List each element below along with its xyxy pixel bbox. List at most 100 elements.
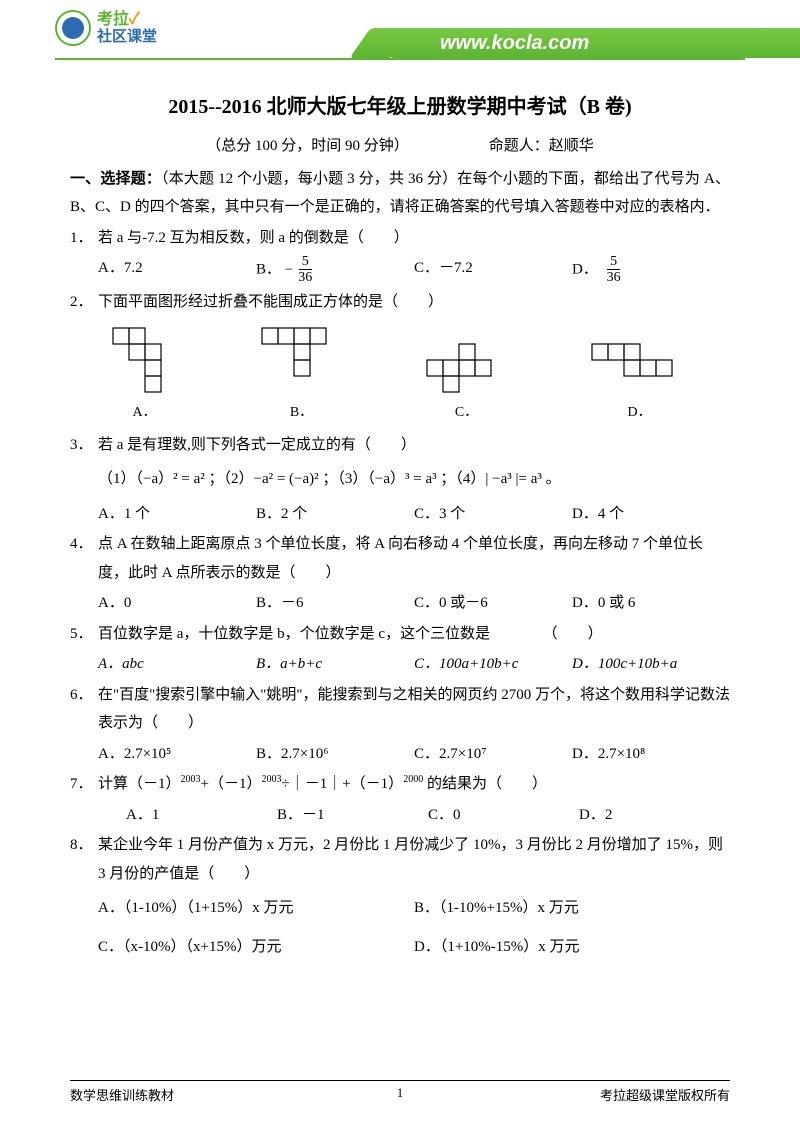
question-5: 5． 百位数字是 a，十位数字是 b，个位数字是 c，这个三位数是 （ ） A．… (70, 620, 730, 679)
section-1-heading: 一、选择题：（本大题 12 个小题，每小题 3 分，共 36 分）在每个小题的下… (70, 165, 730, 222)
q7-text: 计算（－1）2003+（－1）2003÷｜－1｜+（－1）2000 的结果为（ … (98, 770, 730, 799)
question-8: 8． 某企业今年 1 月份产值为 x 万元，2 月份比 1 月份减少了 10%，… (70, 831, 730, 961)
page-header: 考拉✓ 社区课堂 www.kocla.com (0, 0, 800, 70)
q7-exp2: 2003 (261, 774, 281, 785)
q1-choices: A．7.2 B． −536 C．－7.2 D． 536 (98, 254, 730, 286)
q8-choices-row2: C．（x-10%）（x+15%）万元 D．（1+10%-15%）x 万元 (98, 933, 730, 962)
q5-choices: A．abc B．a+b+c C．100a+10b+c D．100c+10b+a (98, 650, 730, 679)
question-2: 2． 下面平面图形经过折叠不能围成正方体的是（ ） (70, 288, 730, 317)
document-content: 2015--2016 北师大版七年级上册数学期中考试（B 卷) （总分 100 … (0, 70, 800, 961)
logo-top-text: 考拉 (97, 11, 129, 28)
q1-num: 1． (70, 224, 98, 286)
q1-choice-d: D． 536 (572, 254, 730, 286)
q3-choice-a: A．1 个 (98, 500, 256, 529)
site-url-banner: www.kocla.com (380, 28, 800, 58)
footer-page-number: 1 (397, 1085, 404, 1101)
q7-exp3: 2000 (403, 774, 423, 785)
q5-b-text: B．a+b+c (256, 656, 322, 672)
author: 命题人：赵顺华 (489, 132, 594, 161)
q2-num: 2． (70, 288, 98, 317)
section-1-desc: （本大题 12 个小题，每小题 3 分，共 36 分）在每个小题的下面，都给出了… (70, 171, 730, 216)
q4-text: 点 A 在数轴上距离原点 3 个单位长度，将 A 向右移动 4 个单位长度，再向… (98, 530, 730, 587)
cube-net-b-icon (260, 326, 344, 394)
cube-net-d-icon (590, 342, 690, 394)
q1-b-num: 5 (299, 254, 312, 270)
header-divider (55, 58, 745, 60)
q7-mid1: +（－1） (201, 776, 262, 792)
q6-choice-a: A．2.7×10⁵ (98, 740, 256, 769)
q1-b-prefix: B． (256, 262, 281, 278)
q2-text: 下面平面图形经过折叠不能围成正方体的是（ ） (98, 288, 730, 317)
q8-choice-a: A．（1-10%）（1+15%）x 万元 (98, 894, 414, 923)
q1-text: 若 a 与-7.2 互为相反数，则 a 的倒数是（ ） (98, 224, 730, 253)
q6-choice-b: B．2.7×10⁶ (256, 740, 414, 769)
q4-choice-a: A．0 (98, 589, 256, 618)
subtitle-row: （总分 100 分，时间 90 分钟） 命题人：赵顺华 (70, 132, 730, 161)
q1-choice-c: C．－7.2 (414, 254, 572, 286)
q2-net-c: C． (425, 342, 509, 427)
q5-choice-a: A．abc (98, 650, 256, 679)
q5-choice-d: D．100c+10b+a (572, 650, 730, 679)
logo-bottom-text: 社区课堂 (97, 29, 157, 46)
cube-net-a-icon (111, 326, 179, 394)
footer-right: 考拉超级课堂版权所有 (600, 1085, 730, 1104)
q2-label-c: C． (455, 400, 478, 427)
q1-d-den: 36 (604, 270, 624, 285)
page-footer: 数学思维训练教材 1 考拉超级课堂版权所有 (70, 1080, 730, 1104)
q6-choices: A．2.7×10⁵ B．2.7×10⁶ C．2.7×10⁷ D．2.7×10⁸ (98, 740, 730, 769)
q3-choice-d: D．4 个 (572, 500, 730, 529)
q8-text: 某企业今年 1 月份产值为 x 万元，2 月份比 1 月份减少了 10%，3 月… (98, 831, 730, 888)
q7-post: 的结果为（ ） (423, 776, 547, 792)
section-1-label: 一、选择题： (70, 171, 161, 187)
cube-net-c-icon (425, 342, 509, 394)
q3-num: 3． (70, 431, 98, 529)
q2-label-a: A． (132, 400, 156, 427)
q7-choice-a: A．1 (126, 801, 277, 830)
question-6: 6． 在"百度"搜索引擎中输入"姚明"，能搜索到与之相关的网页约 2700 万个… (70, 681, 730, 769)
q7-exp1: 2003 (181, 774, 201, 785)
logo-icon (55, 10, 91, 46)
q5-choice-b: B．a+b+c (256, 650, 414, 679)
question-1: 1． 若 a 与-7.2 互为相反数，则 a 的倒数是（ ） A．7.2 B． … (70, 224, 730, 286)
q2-nets-row: A． B． C． (70, 326, 730, 427)
q7-choice-d: D．2 (579, 801, 730, 830)
q8-num: 8． (70, 831, 98, 961)
logo-check-icon: ✓ (129, 11, 140, 28)
q2-label-d: D． (627, 400, 651, 427)
q5-c-text: C．100a+10b+c (414, 656, 518, 672)
q2-net-d: D． (590, 342, 690, 427)
q2-label-b: B． (290, 400, 313, 427)
document-title: 2015--2016 北师大版七年级上册数学期中考试（B 卷) (70, 88, 730, 126)
q8-choices-row1: A．（1-10%）（1+15%）x 万元 B．（1-10%+15%）x 万元 (98, 894, 730, 923)
q7-choice-b: B．－1 (277, 801, 428, 830)
q3-choice-c: C．3 个 (414, 500, 572, 529)
q3-choices: A．1 个 B．2 个 C．3 个 D．4 个 (98, 500, 730, 529)
q2-net-a: A． (111, 326, 179, 427)
footer-left: 数学思维训练教材 (70, 1085, 174, 1104)
q3-text: 若 a 是有理数,则下列各式一定成立的有（ ） (98, 431, 730, 460)
score-time: （总分 100 分，时间 90 分钟） (206, 132, 409, 161)
q1-b-den: 36 (295, 270, 315, 285)
q2-net-b: B． (260, 326, 344, 427)
q5-num: 5． (70, 620, 98, 679)
q4-choice-b: B．－6 (256, 589, 414, 618)
question-7: 7． 计算（－1）2003+（－1）2003÷｜－1｜+（－1）2000 的结果… (70, 770, 730, 829)
q6-choice-c: C．2.7×10⁷ (414, 740, 572, 769)
q7-mid2: ÷｜－1｜+（－1） (281, 776, 403, 792)
q7-choices: A．1 B．－1 C．0 D．2 (98, 801, 730, 830)
q7-choice-c: C．0 (428, 801, 579, 830)
q1-d-num: 5 (607, 254, 620, 270)
q7-num: 7． (70, 770, 98, 829)
question-3: 3． 若 a 是有理数,则下列各式一定成立的有（ ） （1）（−a）² = a²… (70, 431, 730, 529)
q1-choice-a: A．7.2 (98, 254, 256, 286)
q3-choice-b: B．2 个 (256, 500, 414, 529)
q8-choice-c: C．（x-10%）（x+15%）万元 (98, 933, 414, 962)
q6-text: 在"百度"搜索引擎中输入"姚明"，能搜索到与之相关的网页约 2700 万个，将这… (98, 681, 730, 738)
q3-expressions: （1）（−a）² = a² ；（2）−a² = (−a)² ；（3）（−a）³ … (98, 465, 730, 494)
q5-choice-c: C．100a+10b+c (414, 650, 572, 679)
q4-choices: A．0 B．－6 C．0 或－6 D．0 或 6 (98, 589, 730, 618)
q4-choice-d: D．0 或 6 (572, 589, 730, 618)
q5-text: 百位数字是 a，十位数字是 b，个位数字是 c，这个三位数是 （ ） (98, 620, 730, 649)
logo-text: 考拉✓ 社区课堂 (97, 11, 157, 45)
q6-num: 6． (70, 681, 98, 769)
